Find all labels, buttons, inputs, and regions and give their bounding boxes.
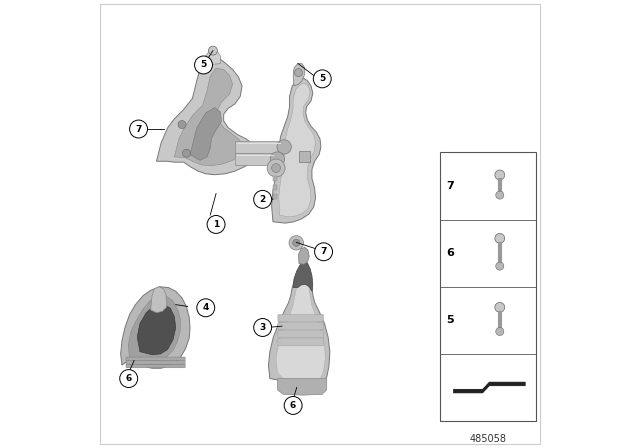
Polygon shape	[271, 78, 321, 223]
FancyBboxPatch shape	[278, 323, 324, 330]
Text: 2: 2	[260, 195, 266, 204]
Circle shape	[253, 319, 271, 336]
Circle shape	[495, 233, 505, 243]
Text: 6: 6	[446, 248, 454, 258]
Circle shape	[120, 370, 138, 388]
Circle shape	[253, 190, 271, 208]
Circle shape	[196, 299, 215, 317]
Text: 7: 7	[321, 247, 327, 256]
Circle shape	[315, 243, 333, 261]
Text: 4: 4	[203, 303, 209, 312]
Circle shape	[284, 396, 302, 414]
Polygon shape	[150, 287, 167, 313]
Polygon shape	[128, 296, 180, 361]
Text: 485058: 485058	[470, 434, 507, 444]
Bar	[440, 152, 536, 421]
Text: 5: 5	[446, 315, 454, 325]
Polygon shape	[293, 64, 305, 86]
Circle shape	[495, 170, 505, 180]
FancyBboxPatch shape	[299, 151, 310, 162]
Polygon shape	[235, 153, 277, 165]
Text: 7: 7	[136, 125, 141, 134]
Text: 5: 5	[319, 74, 325, 83]
Polygon shape	[204, 50, 221, 65]
Polygon shape	[298, 247, 309, 264]
Circle shape	[289, 236, 303, 250]
FancyBboxPatch shape	[126, 357, 185, 361]
Circle shape	[496, 327, 504, 336]
FancyBboxPatch shape	[278, 339, 324, 346]
Polygon shape	[235, 141, 284, 153]
Circle shape	[495, 302, 505, 312]
FancyBboxPatch shape	[278, 331, 324, 338]
Text: 6: 6	[290, 401, 296, 410]
Text: 5: 5	[200, 60, 207, 69]
Circle shape	[314, 70, 332, 88]
Circle shape	[267, 159, 285, 177]
Circle shape	[277, 140, 291, 154]
Polygon shape	[277, 379, 326, 395]
Circle shape	[271, 164, 280, 172]
Circle shape	[270, 152, 285, 166]
Circle shape	[207, 215, 225, 233]
Text: 6: 6	[125, 374, 132, 383]
Polygon shape	[454, 382, 525, 393]
FancyBboxPatch shape	[126, 364, 185, 368]
Polygon shape	[156, 58, 257, 175]
Polygon shape	[273, 185, 277, 190]
Polygon shape	[273, 194, 277, 199]
Circle shape	[496, 191, 504, 199]
Polygon shape	[269, 274, 330, 392]
Polygon shape	[276, 277, 325, 387]
Circle shape	[496, 262, 504, 270]
Text: 7: 7	[446, 181, 454, 191]
Polygon shape	[273, 176, 277, 181]
Polygon shape	[137, 304, 176, 355]
Text: 1: 1	[213, 220, 219, 229]
Polygon shape	[190, 108, 221, 160]
Circle shape	[178, 121, 186, 129]
Polygon shape	[174, 68, 244, 166]
FancyBboxPatch shape	[126, 361, 185, 364]
Circle shape	[292, 239, 300, 246]
Circle shape	[195, 56, 212, 74]
Polygon shape	[279, 83, 316, 217]
Circle shape	[209, 46, 218, 55]
Circle shape	[294, 69, 303, 77]
Circle shape	[129, 120, 147, 138]
Polygon shape	[120, 287, 190, 368]
Circle shape	[182, 149, 191, 157]
Polygon shape	[293, 262, 313, 291]
Text: 3: 3	[260, 323, 266, 332]
FancyBboxPatch shape	[278, 314, 324, 322]
